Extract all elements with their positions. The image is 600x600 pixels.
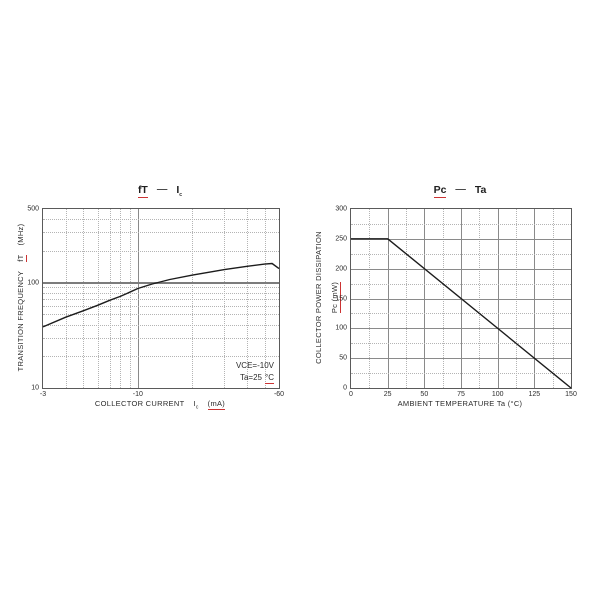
left-x-axis-title-text: COLLECTOR CURRENT [94, 399, 185, 408]
data-curve [42, 262, 280, 328]
left-plot-area: VCE=-10V Ta=25 °C -3 -10 -60 500 100 10 [27, 206, 284, 399]
left-annotation: VCE=-10V Ta=25 °C [236, 360, 274, 384]
left-x-axis-title-unit: (mA) [207, 399, 226, 410]
x-tick-label: 50 [420, 391, 429, 398]
right-x-axis-title: AMBIENT TEMPERATURE Ta (°C) [397, 399, 523, 408]
left-x-axis-symbol-main: I [193, 399, 196, 408]
y-tick-label: 500 [27, 205, 39, 213]
x-tick-label: 150 [565, 391, 577, 398]
x-tick-label: -3 [39, 391, 47, 398]
y-tick-label: 10 [31, 384, 39, 392]
y-tick-label: 50 [339, 354, 347, 362]
x-tick-label: 125 [528, 391, 541, 398]
x-tick-label: 0 [349, 391, 353, 398]
left-chart-title: fT — Ic [42, 183, 278, 199]
x-tick-label: 100 [491, 391, 504, 398]
right-title-symbol: Pc [433, 184, 447, 198]
annotation-ta: Ta=25 °C [236, 372, 274, 384]
x-tick-label: 25 [383, 391, 392, 398]
left-y-axis-title-text: TRANSITION FREQUENCY [16, 270, 25, 372]
y-tick-label: 200 [335, 265, 347, 273]
right-y-axis-title-line1: COLLECTOR POWER DISSIPATION [314, 231, 323, 364]
right-title-vs-symbol: Ta [474, 184, 487, 196]
y-tick-label: 100 [27, 279, 39, 287]
x-tick-label: -60 [273, 391, 285, 398]
left-x-axis-title-symbol: Ic [193, 399, 199, 411]
left-y-axis-title-symbol: fT [16, 254, 27, 262]
right-plot-area: 0 25 50 75 100 125 150 0 50 100 150 200 250 300 [335, 206, 577, 399]
left-y-axis-title: TRANSITION FREQUENCY fT (MHz) [16, 208, 27, 387]
left-title-vs-symbol: Ic [176, 184, 183, 199]
x-tick-label: 75 [457, 391, 465, 398]
right-title-dash: — [455, 183, 466, 195]
left-title-vs-main: I [176, 184, 180, 196]
left-x-axis-symbol-sub: c [195, 404, 199, 411]
left-x-axis-title: COLLECTOR CURRENT Ic (mA) [42, 399, 278, 411]
annotation-ta-prefix: Ta=25 [239, 373, 263, 382]
x-tick-label: -10 [132, 391, 143, 398]
y-tick-label: 0 [343, 384, 347, 392]
y-tick-label: 300 [335, 205, 347, 213]
left-title-vs-sub: c [179, 192, 183, 199]
left-title-symbol: fT [137, 184, 148, 198]
annotation-vce: VCE=-10V [235, 361, 274, 370]
right-chart-title: Pc — Ta [350, 183, 570, 198]
left-title-dash: — [156, 183, 168, 195]
data-curve [351, 238, 572, 389]
y-tick-label: 150 [335, 295, 347, 302]
y-tick-label: 100 [335, 324, 347, 332]
annotation-ta-unit: °C [265, 373, 274, 384]
left-y-axis-title-unit: (MHz) [16, 223, 25, 246]
y-tick-label: 250 [335, 235, 347, 243]
